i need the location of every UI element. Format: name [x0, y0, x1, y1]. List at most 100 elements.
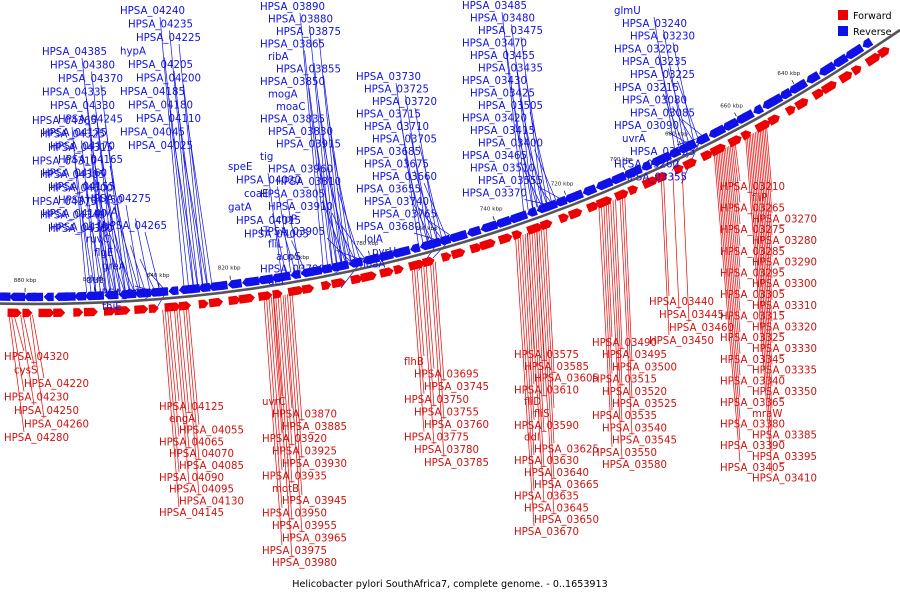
forward-leader-line: [756, 131, 773, 322]
reverse-gene-label: HPSA_04025: [128, 141, 193, 152]
reverse-leader-line: [672, 42, 694, 141]
forward-gene-arrow: [272, 289, 283, 299]
reverse-gene-label: HPSA_04315: [48, 143, 113, 154]
reverse-leader-line: [317, 162, 342, 263]
reverse-gene-label: HPSA_04245: [58, 115, 123, 126]
reverse-leader-line: [100, 152, 126, 292]
reverse-gene-arrow: [396, 245, 411, 257]
forward-gene-arrow: [257, 291, 273, 301]
scale-label: 780 kbp: [356, 241, 379, 247]
forward-leader-line: [291, 293, 303, 421]
reverse-leader-line: [130, 245, 146, 291]
forward-leader-line: [721, 149, 741, 354]
reverse-gene-arrow: [247, 276, 260, 286]
forward-gene-arrow: [38, 308, 55, 318]
forward-gene-arrow: [479, 238, 496, 251]
forward-leader-line: [534, 230, 545, 397]
reverse-gene-label: HPSA_03370: [462, 189, 527, 200]
reverse-gene-label: gatA: [228, 203, 252, 214]
forward-gene-arrow: [654, 172, 668, 183]
forward-gene-label: HPSA_03210: [720, 182, 785, 193]
reverse-leader-line: [99, 234, 115, 292]
reverse-gene-arrow: [686, 139, 698, 150]
reverse-gene-arrow: [780, 87, 793, 100]
reverse-leader-line: [109, 165, 135, 291]
forward-gene-label: HPSA_03605: [534, 374, 599, 385]
reverse-gene-label: HPSA_03960: [268, 165, 333, 176]
forward-leader-line: [167, 309, 180, 437]
forward-gene-label: HPSA_03320: [752, 322, 817, 333]
forward-leader-line: [733, 143, 741, 203]
forward-gene-label: HPSA_04145: [159, 508, 224, 519]
reverse-gene-arrow: [753, 104, 765, 115]
reverse-gene-arrow: [124, 289, 137, 299]
reverse-gene-label: HPSA_04265: [102, 221, 167, 232]
reverse-gene-arrow: [290, 269, 302, 279]
reverse-gene-label: HPSA_04045: [120, 128, 185, 139]
forward-leader-line: [522, 234, 535, 420]
forward-gene-arrow: [497, 233, 513, 245]
forward-gene-label: HPSA_03945: [282, 496, 347, 507]
reverse-gene-arrow: [467, 225, 482, 237]
gene-labels: HPSA_04240 HPSA_04235 HPSA_04225 hypA HPSA_0…: [4, 1, 817, 569]
reverse-gene-label: HPSA_03905: [260, 227, 325, 238]
forward-leader-line: [8, 314, 25, 433]
forward-gene-label: HPSA_04055: [179, 426, 244, 437]
reverse-gene-arrow: [377, 250, 394, 262]
forward-gene-arrow: [73, 308, 84, 317]
forward-gene-label: HPSA_03640: [524, 468, 589, 479]
reverse-leader-line: [663, 29, 685, 146]
forward-leader-line: [529, 232, 545, 468]
forward-gene-label: HPSA_03610: [514, 385, 579, 396]
forward-gene-label: HPSA_03305: [720, 290, 785, 301]
forward-gene-label: HPSA_03275: [720, 225, 785, 236]
forward-gene-arrow: [567, 208, 583, 220]
forward-leader-line: [515, 237, 535, 527]
reverse-gene-label: HPSA_04360: [48, 224, 113, 235]
reverse-leader-line: [341, 225, 365, 259]
legend-forward-label: Forward: [853, 11, 892, 22]
forward-gene-arrow: [613, 189, 629, 201]
reverse-gene-label: def: [268, 277, 285, 288]
forward-leader-line: [758, 130, 773, 300]
forward-gene-arrow: [22, 308, 33, 318]
forward-gene-label: HPSA_04220: [24, 379, 89, 390]
reverse-gene-arrow: [338, 260, 350, 270]
forward-leader-line: [764, 126, 773, 214]
reverse-gene-label: fliL: [268, 240, 283, 251]
forward-gene-arrow: [595, 196, 613, 209]
forward-leader-line: [524, 233, 535, 385]
forward-gene-label: HPSA_04125: [159, 402, 224, 413]
forward-gene-label: HPSA_03625: [534, 444, 599, 455]
forward-gene-label: HPSA_03265: [720, 204, 785, 215]
reverse-gene-label: HPSA_04340: [40, 211, 105, 222]
reverse-gene-label: HPSA_03505: [478, 101, 543, 112]
genome-backbone-arc: [0, 28, 900, 306]
forward-gene-label: HPSA_03310: [752, 301, 817, 312]
forward-leader-line: [411, 267, 425, 432]
legend-forward-swatch: [838, 10, 848, 20]
forward-gene-arrow: [850, 65, 862, 76]
reverse-gene-label: HPSA_04225: [136, 33, 201, 44]
reverse-leader-line: [327, 175, 351, 261]
forward-leader-line: [766, 125, 773, 192]
forward-gene-label: HPSA_03785: [424, 458, 489, 469]
reverse-gene-label: HPSA_03830: [268, 127, 333, 138]
forward-gene-arrow: [440, 252, 452, 262]
forward-leader-line: [164, 309, 180, 472]
reverse-gene-label: HPSA_03475: [478, 26, 543, 37]
reverse-gene-label: thiE: [102, 302, 122, 313]
reverse-gene-label: HPSA_04275: [86, 194, 151, 205]
reverse-gene-arrow: [0, 292, 11, 301]
forward-gene-label: HPSA_03395: [752, 452, 817, 463]
forward-gene-label: ddl: [524, 433, 540, 444]
reverse-leader-line: [519, 161, 542, 206]
reverse-gene-arrow: [713, 124, 727, 136]
reverse-leader-line: [667, 131, 689, 144]
reverse-leader-line: [281, 226, 296, 272]
forward-leader-line: [178, 308, 190, 413]
forward-gene-label: HPSA_03575: [514, 350, 579, 361]
forward-gene-arrow: [682, 158, 697, 170]
forward-gene-arrow: [469, 243, 482, 254]
